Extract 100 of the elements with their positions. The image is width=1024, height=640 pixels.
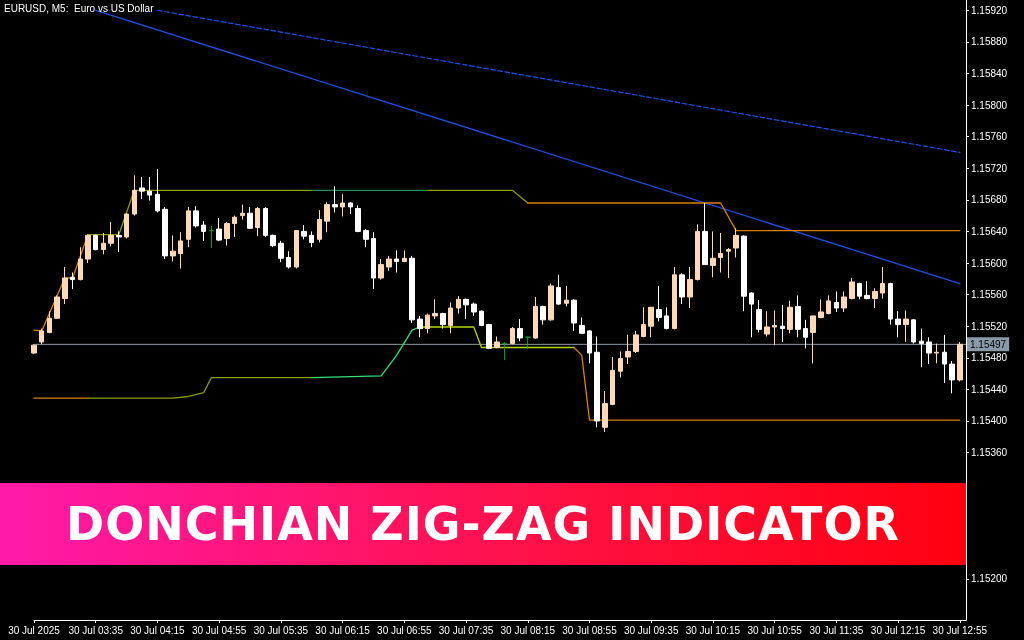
candlestick	[471, 302, 477, 317]
candlestick	[340, 193, 345, 217]
candlestick	[378, 258, 384, 281]
candlestick	[926, 336, 932, 365]
y-tick-label: 1.15520	[971, 320, 1008, 332]
candlestick	[533, 296, 538, 340]
candlestick	[294, 230, 299, 270]
candlestick	[39, 328, 44, 345]
candlestick	[733, 227, 739, 258]
candlestick	[456, 295, 461, 315]
x-tick-label: 30 Jul 04:15	[130, 624, 186, 636]
candlestick	[540, 305, 546, 326]
y-tick-label: 1.15680	[971, 194, 1008, 206]
candlestick	[903, 309, 909, 343]
candlestick	[101, 232, 106, 255]
candlestick	[625, 334, 631, 365]
candlestick	[132, 174, 137, 217]
candlestick	[587, 329, 592, 364]
candlestick	[247, 206, 253, 230]
candlestick	[795, 294, 801, 338]
candlestick	[841, 290, 847, 313]
candlestick	[201, 220, 206, 242]
candlestick	[440, 312, 446, 330]
candlestick	[803, 319, 808, 349]
x-tick-label: 30 Jul 03:35	[68, 624, 124, 636]
candlestick	[571, 298, 577, 332]
candlestick	[556, 274, 561, 306]
candlestick	[872, 287, 878, 309]
candlestick	[193, 205, 199, 228]
candlestick	[162, 206, 168, 260]
x-tick-label: 30 Jul 11:35	[809, 624, 864, 636]
x-tick-label: 30 Jul 10:15	[685, 624, 741, 636]
y-tick-label: 1.15880	[971, 36, 1008, 48]
candlestick	[309, 230, 314, 248]
candlestick	[726, 247, 731, 279]
candlestick	[780, 304, 785, 343]
candlestick	[494, 335, 500, 349]
candlestick	[957, 341, 963, 382]
candlestick	[278, 240, 284, 263]
candlestick	[116, 230, 122, 253]
y-tick-label: 1.15800	[971, 99, 1008, 111]
candlestick	[409, 255, 415, 324]
y-tick-label: 1.15480	[971, 352, 1008, 364]
candlestick	[432, 298, 438, 320]
y-tick-label: 1.15920	[971, 4, 1008, 16]
x-tick-label: 30 Jul 2025	[8, 624, 61, 636]
candlestick	[70, 271, 75, 290]
y-tick-label: 1.15400	[971, 415, 1008, 427]
candlestick	[672, 266, 677, 330]
y-tick-label: 1.15840	[971, 67, 1008, 79]
candlestick	[517, 318, 523, 342]
candlestick	[857, 282, 862, 300]
candlestick	[849, 277, 855, 300]
candlestick	[348, 201, 353, 215]
candlestick	[679, 272, 685, 305]
y-tick-label: 1.15560	[971, 289, 1008, 301]
x-tick-label: 30 Jul 05:35	[253, 624, 309, 636]
candlestick	[479, 309, 484, 327]
candlestick	[834, 290, 839, 313]
candlestick	[463, 298, 469, 320]
x-tick-label: 30 Jul 07:35	[438, 624, 494, 636]
candlestick	[402, 249, 407, 263]
candlestick	[301, 224, 307, 240]
candlestick	[919, 328, 924, 368]
candlestick	[756, 299, 762, 334]
candlestick	[363, 228, 369, 248]
candlestick	[286, 250, 291, 270]
candlestick	[31, 343, 37, 355]
candlestick	[324, 201, 330, 233]
candlestick	[270, 234, 276, 248]
candlestick	[47, 310, 52, 334]
y-tick-label: 1.15200	[971, 573, 1008, 585]
candlestick	[502, 341, 507, 361]
candlestick	[78, 246, 83, 281]
candlestick	[317, 209, 322, 243]
x-tick-label: 30 Jul 08:55	[562, 624, 618, 636]
x-tick-label: 30 Jul 06:55	[377, 624, 433, 636]
candlestick	[749, 291, 754, 338]
line-series	[87, 376, 313, 399]
y-tick-label: 1.15720	[971, 162, 1008, 174]
candlestick	[486, 323, 492, 350]
candlestick	[934, 343, 939, 364]
candlestick	[610, 356, 615, 406]
candlestick	[216, 217, 222, 242]
candlestick	[826, 294, 831, 315]
candlestick	[656, 285, 662, 322]
candlestick	[108, 221, 114, 247]
candlestick	[687, 266, 693, 309]
x-tick-label: 30 Jul 04:55	[191, 624, 247, 636]
candlestick	[62, 266, 68, 305]
candlestick	[602, 390, 608, 433]
candlestick	[942, 334, 947, 384]
candlestick	[641, 306, 646, 338]
candlestick	[139, 176, 145, 200]
x-tick-label: 30 Jul 12:55	[932, 624, 988, 636]
candlestick	[949, 360, 955, 394]
candlestick	[124, 212, 129, 240]
candlestick	[618, 350, 623, 379]
candlestick	[664, 306, 669, 330]
candlestick	[255, 206, 260, 237]
